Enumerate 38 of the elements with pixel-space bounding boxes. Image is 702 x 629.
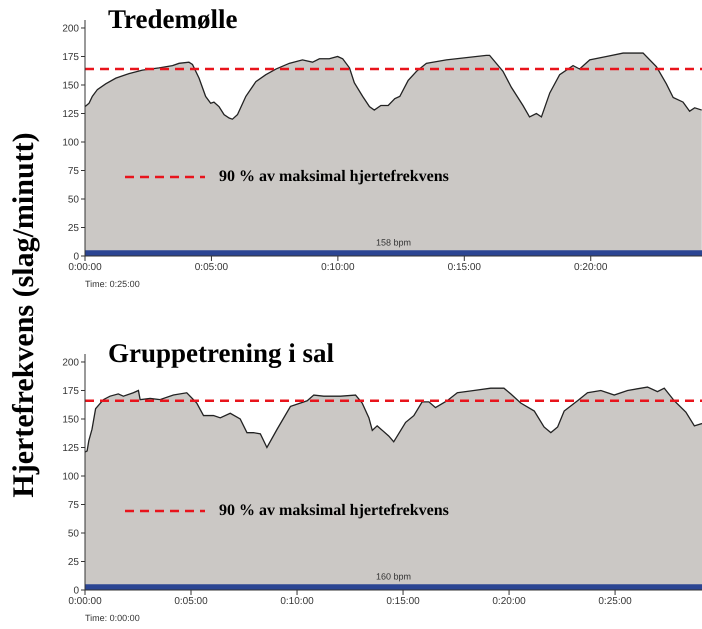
y-tick-label: 25 <box>68 223 80 234</box>
y-tick-label: 200 <box>62 24 80 35</box>
text: Time: 0:25:00 <box>85 279 140 289</box>
y-tick-label: 175 <box>62 52 80 64</box>
x-tick-label: 0:15:00 <box>448 262 482 274</box>
y-tick-label: 25 <box>68 557 80 568</box>
y-tick-label: 75 <box>68 500 80 512</box>
x-tick-label: 0:20:00 <box>574 262 608 274</box>
y-axis-title: Hjertefrekvens (slag/minutt) <box>7 132 41 498</box>
y-tick-label: 200 <box>62 358 80 369</box>
x-tick-label: 0:20:00 <box>492 596 526 608</box>
x-tick-label: 0:15:00 <box>386 596 420 608</box>
y-tick-label: 0 <box>73 252 80 263</box>
x-tick-label: 0:05:00 <box>194 262 229 274</box>
x-tick-label: 0:00:00 <box>68 596 102 608</box>
chart-title: Tredemølle <box>108 4 238 35</box>
y-tick-label: 50 <box>68 528 80 540</box>
band-label: 158 bpm <box>376 237 412 248</box>
x-tick-label: 0:10:00 <box>280 596 314 608</box>
y-tick-label: 175 <box>62 386 80 398</box>
y-tick-label: 75 <box>68 166 80 178</box>
y-tick-label: 0 <box>73 586 80 597</box>
text: Time: 0:00:00 <box>85 613 140 623</box>
y-tick-label: 150 <box>62 414 80 426</box>
chart-title: Gruppetrening i sal <box>108 338 334 369</box>
y-tick-label: 150 <box>62 80 80 92</box>
y-tick-label: 50 <box>68 194 80 206</box>
y-tick-label: 100 <box>62 138 80 149</box>
y-tick-label: 100 <box>62 472 80 483</box>
legend-label: 90 % av maksimal hjertefrekvens <box>219 168 449 186</box>
x-tick-label: 0:10:00 <box>321 262 355 274</box>
y-tick-label: 125 <box>62 443 80 454</box>
y-tick-label: 125 <box>62 109 80 120</box>
band-label: 160 bpm <box>376 571 412 582</box>
x-tick-label: 0:05:00 <box>174 596 208 608</box>
legend-label: 90 % av maksimal hjertefrekvens <box>219 502 449 520</box>
x-tick-label: 0:25:00 <box>598 596 632 608</box>
x-tick-label: 0:00:00 <box>68 262 102 274</box>
